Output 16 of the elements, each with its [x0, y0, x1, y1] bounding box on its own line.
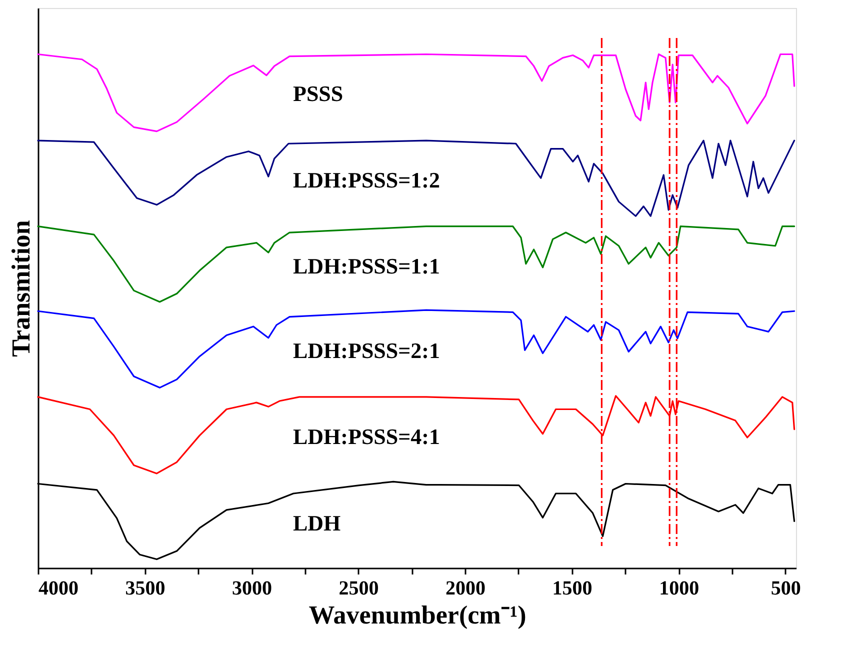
- series-label: PSSS: [293, 81, 344, 106]
- series-label: LDH: [293, 510, 341, 536]
- x-tick-label: 500: [770, 578, 801, 600]
- x-axis-title: Wavenumber(cm⁻¹): [308, 600, 526, 630]
- x-tick-label: 1500: [552, 578, 592, 600]
- x-tick-label: 3000: [232, 578, 272, 600]
- series-label: LDH:PSSS=1:2: [293, 168, 440, 193]
- x-tick-label: 2500: [338, 578, 379, 600]
- y-axis-title: Transmition: [6, 220, 36, 357]
- series-label: LDH:PSSS=4:1: [293, 424, 440, 449]
- x-tick-label: 4000: [38, 578, 78, 600]
- series-label: LDH:PSSS=2:1: [293, 338, 440, 364]
- x-tick-label: 3500: [125, 578, 166, 600]
- series-label: LDH:PSSS=1:1: [293, 253, 440, 278]
- x-tick-label: 2000: [446, 578, 486, 600]
- x-tick-label: 1000: [659, 578, 700, 600]
